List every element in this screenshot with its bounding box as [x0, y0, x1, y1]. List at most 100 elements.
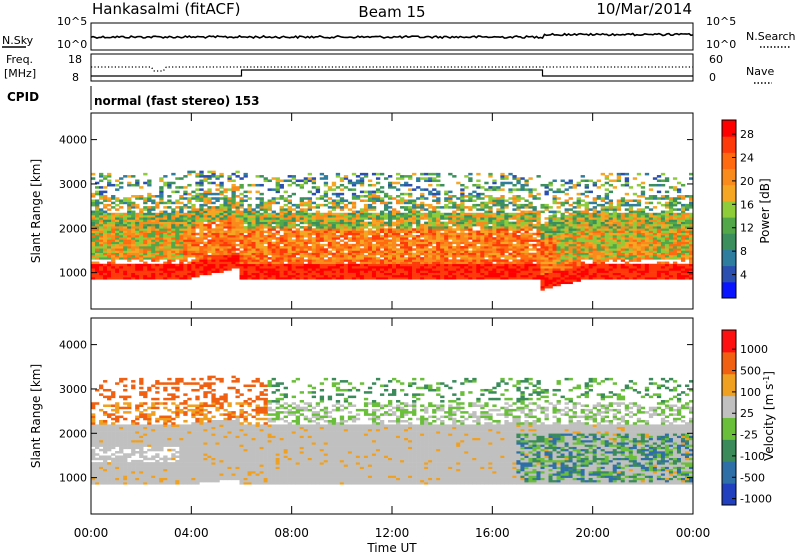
heatmap-cell: [123, 217, 128, 220]
heatmap-cell: [400, 214, 405, 218]
heatmap-cell: [624, 274, 630, 278]
heatmap-cell: [327, 234, 333, 238]
heatmap-cell: [107, 181, 112, 185]
heatmap-cell: [347, 263, 353, 267]
heatmap-cell: [564, 199, 569, 202]
heatmap-cell: [91, 241, 96, 245]
heatmap-cell: [560, 219, 565, 222]
heatmap-cell: [628, 234, 634, 238]
heatmap-cell: [432, 219, 437, 222]
heatmap-cell: [243, 261, 248, 265]
heatmap-cell: [560, 252, 565, 256]
heatmap-cell: [416, 234, 421, 238]
heatmap-cell: [387, 183, 393, 187]
heatmap-cell: [199, 208, 204, 211]
heatmap-cell: [215, 259, 220, 262]
heatmap-cell: [424, 232, 429, 236]
heatmap-cell: [536, 261, 541, 265]
heatmap-cell: [636, 217, 642, 220]
heatmap-cell: [488, 230, 493, 234]
heatmap-cell: [600, 208, 605, 211]
heatmap-cell: [299, 261, 304, 265]
heatmap-cell: [444, 190, 449, 194]
heatmap-cell: [243, 172, 248, 176]
heatmap-cell: [632, 257, 638, 260]
heatmap-cell: [596, 274, 601, 278]
heatmap-cell: [139, 254, 144, 258]
heatmap-cell: [476, 261, 481, 265]
heatmap-cell: [492, 270, 497, 273]
heatmap-cell: [460, 228, 465, 231]
heatmap-cell: [195, 212, 200, 216]
heatmap-cell: [588, 274, 593, 278]
heatmap-cell: [600, 217, 605, 220]
heatmap-cell: [135, 268, 140, 271]
heatmap-cell: [139, 237, 144, 240]
heatmap-cell: [552, 232, 557, 236]
heatmap-cell: [379, 234, 385, 238]
heatmap-cell: [512, 257, 517, 260]
heatmap-cell: [420, 243, 425, 247]
heatmap-cell: [520, 212, 525, 216]
heatmap-cell: [151, 228, 156, 231]
heatmap-cell: [408, 223, 413, 227]
heatmap-cell: [383, 192, 389, 196]
heatmap-cell: [524, 277, 529, 280]
heatmap-cell: [347, 268, 353, 271]
heatmap-cell: [195, 270, 200, 273]
heatmap-cell: [604, 234, 610, 238]
heatmap-cell: [207, 272, 212, 276]
heatmap-cell: [263, 237, 268, 240]
heatmap-cell: [636, 226, 642, 229]
heatmap-cell: [408, 241, 413, 245]
heatmap-cell: [480, 219, 485, 222]
heatmap-cell: [103, 274, 108, 278]
heatmap-cell: [492, 246, 497, 249]
heatmap-cell: [227, 219, 232, 222]
heatmap-cell: [576, 234, 581, 238]
heatmap-cell: [259, 277, 264, 280]
heatmap-cell: [291, 259, 296, 262]
heatmap-cell: [115, 226, 120, 229]
heatmap-cell: [127, 199, 132, 202]
heatmap-cell: [131, 274, 136, 278]
heatmap-cell: [524, 272, 529, 276]
heatmap-cell: [444, 268, 449, 271]
heatmap-cell: [323, 259, 329, 262]
heatmap-cell: [584, 257, 589, 260]
heatmap-cell: [187, 197, 192, 200]
heatmap-cell: [424, 246, 429, 249]
heatmap-cell: [235, 257, 240, 260]
heatmap-cell: [371, 208, 377, 211]
heatmap-cell: [544, 234, 549, 238]
heatmap-cell: [107, 241, 112, 245]
heatmap-cell: [347, 226, 353, 229]
heatmap-cell: [267, 248, 272, 251]
heatmap-cell: [311, 259, 317, 262]
heatmap-cell: [556, 232, 561, 236]
heatmap-cell: [91, 252, 96, 256]
heatmap-cell: [628, 203, 634, 207]
heatmap-cell: [175, 217, 180, 220]
heatmap-cell: [468, 223, 473, 227]
heatmap-cell: [263, 252, 268, 256]
heatmap-cell: [596, 210, 601, 214]
heatmap-cell: [568, 261, 573, 265]
heatmap-cell: [456, 203, 461, 207]
heatmap-cell: [299, 186, 304, 189]
heatmap-cell: [428, 192, 433, 196]
heatmap-cell: [383, 214, 389, 218]
heatmap-cell: [103, 277, 108, 280]
heatmap-cell: [251, 239, 256, 242]
heatmap-cell: [343, 277, 349, 280]
heatmap-cell: [584, 265, 589, 269]
heatmap-cell: [428, 277, 433, 280]
heatmap-cell: [476, 272, 481, 276]
heatmap-cell: [624, 239, 630, 242]
heatmap-cell: [572, 268, 577, 271]
heatmap-cell: [155, 277, 160, 280]
heatmap-cell: [299, 257, 304, 260]
heatmap-cell: [239, 241, 244, 245]
heatmap-cell: [612, 257, 618, 260]
heatmap-cell: [616, 263, 622, 267]
